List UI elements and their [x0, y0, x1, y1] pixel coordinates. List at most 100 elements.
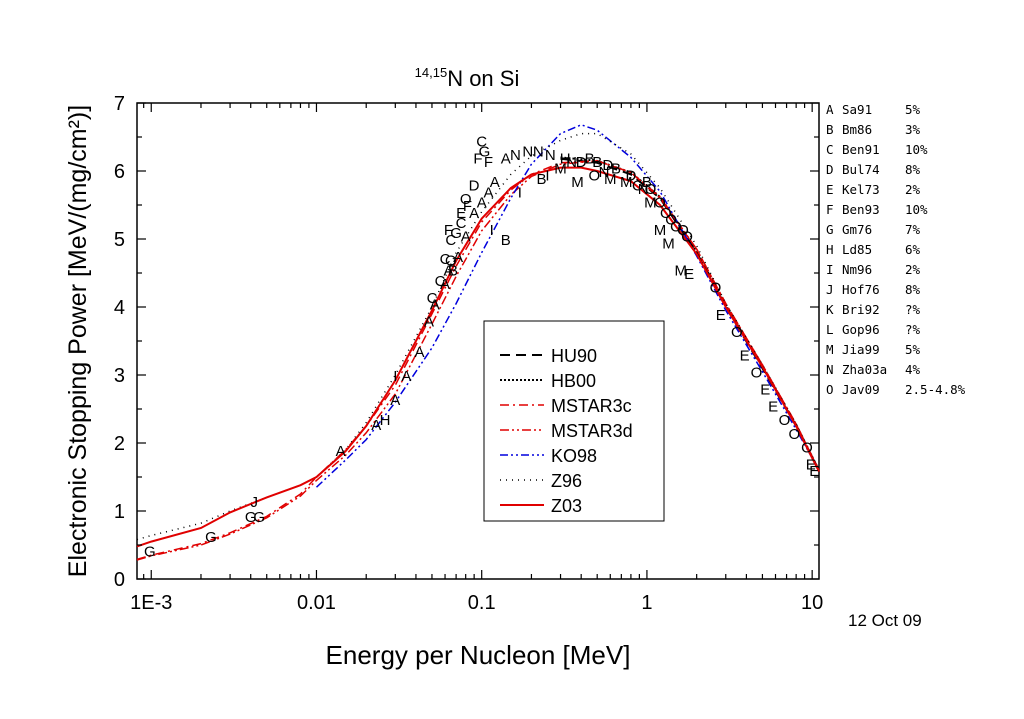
data-point-marker: B	[642, 174, 652, 191]
reference-uncertainty: 2.5-4.8%	[905, 382, 966, 397]
data-point-marker: B	[448, 263, 458, 280]
data-point-marker: N	[638, 181, 649, 198]
reference-uncertainty: 4%	[905, 362, 921, 377]
series-layer	[136, 123, 820, 561]
reference-key-entry: A Sa91 5%	[826, 102, 921, 117]
data-point-marker: D	[625, 167, 636, 184]
data-point-marker: D	[469, 178, 480, 195]
data-point-marker: M	[654, 222, 667, 239]
reference-key-entry: O Jav09 2.5-4.8%	[826, 382, 966, 397]
y-axis-label: Electronic Stopping Power [MeV/(mg/cm²)]	[64, 105, 92, 577]
reference-key: A Sa91 5% B Bm86 3% C Ben91 10% D Bul74 8% E Kel73 2% F…	[826, 102, 966, 397]
reference-uncertainty: 5%	[905, 102, 921, 117]
reference-key-entry: J Hof76 8%	[826, 282, 921, 297]
reference-uncertainty: 5%	[905, 342, 921, 357]
data-point-marker: E	[760, 382, 770, 399]
data-point-marker: E	[740, 348, 750, 365]
data-point-marker: G	[144, 543, 156, 560]
reference-key-entry: K Bri92?%	[826, 302, 921, 317]
reference-code: C	[826, 142, 834, 157]
data-point-marker: M	[674, 263, 687, 280]
reference-uncertainty: ?%	[905, 302, 921, 317]
reference-key-entry: C Ben91 10%	[826, 142, 928, 157]
reference-uncertainty: ?%	[905, 322, 921, 337]
data-point-marker: O	[665, 212, 677, 229]
reference-key-entry: M Jia99 5%	[826, 342, 921, 357]
legend-label: HU90	[551, 346, 597, 366]
legend-label: MSTAR3d	[551, 421, 633, 441]
reference-name: Jia99	[842, 342, 880, 357]
data-point-marker: A	[443, 263, 453, 280]
data-point-marker: O	[801, 439, 813, 456]
data-point-marker: M	[620, 174, 633, 191]
data-point-marker: C	[456, 215, 467, 232]
reference-key-entry: N Zha03a 4%	[826, 362, 921, 377]
data-point-marker: A	[490, 174, 500, 191]
data-point-marker: E	[684, 266, 694, 283]
chart-title: 14,15N on Si	[415, 65, 520, 91]
data-point-marker: E	[768, 399, 778, 416]
data-point-marker: O	[660, 205, 672, 222]
legend-box	[483, 320, 665, 522]
data-point-marker: E	[716, 307, 726, 324]
reference-code: B	[826, 122, 834, 137]
data-point-marker: A	[483, 184, 493, 201]
reference-key-entry: H Ld85 6%	[826, 242, 921, 257]
data-point-marker: A	[401, 368, 411, 385]
data-point-marker: O	[654, 195, 666, 212]
reference-code: I	[826, 262, 834, 277]
y-tick-label: 7	[114, 93, 125, 115]
chart-title-main: N on Si	[447, 66, 519, 91]
legend-label: HB00	[551, 371, 596, 391]
reference-key-entry: L Gop96?%	[826, 322, 921, 337]
reference-code: H	[826, 242, 834, 257]
reference-key-entry: D Bul74 8%	[826, 162, 921, 177]
reference-code: D	[826, 162, 834, 177]
data-point-marker: A	[430, 297, 440, 314]
chart-title-superscript: 14,15	[415, 65, 448, 80]
reference-code: J	[826, 282, 834, 297]
y-tick-label: 4	[114, 297, 125, 319]
data-point-marker: A	[371, 417, 381, 434]
data-point-marker: C	[427, 290, 438, 307]
data-point-marker: N	[510, 147, 521, 164]
reference-code: F	[826, 202, 834, 217]
data-point-marker: I	[393, 368, 397, 385]
legend-label: Z96	[551, 471, 582, 491]
x-tick-label: 10	[801, 592, 823, 614]
data-point-marker: A	[336, 443, 346, 460]
data-point-marker: B	[611, 161, 621, 178]
reference-code: K	[826, 302, 834, 317]
data-point-marker: E	[456, 205, 466, 222]
reference-uncertainty: 2%	[905, 182, 921, 197]
data-point-marker: A	[424, 314, 434, 331]
reference-name: Ben93	[842, 202, 880, 217]
data-point-marker: A	[414, 344, 424, 361]
y-axis-ticks: 0 1 2 3 4 5 6 7	[114, 93, 819, 591]
reference-name: Kel73	[842, 182, 880, 197]
data-point-marker: F	[484, 154, 493, 171]
x-tick-label: 1E-3	[130, 592, 172, 614]
data-point-marker: B	[585, 150, 595, 167]
data-point-marker: N	[522, 144, 533, 161]
data-point-marker: A	[453, 249, 463, 266]
data-point-marker: O	[445, 252, 457, 269]
reference-uncertainty: 3%	[905, 122, 921, 137]
data-point-marker: O	[751, 365, 763, 382]
legend: HU90 HB00 MSTAR3c MSTAR3d KO98 Z96 Z03	[483, 320, 665, 522]
series-line-mstar3c	[136, 160, 820, 561]
reference-name: Zha03a	[842, 362, 887, 377]
reference-name: Bri92	[842, 302, 880, 317]
series-line-ko98	[315, 123, 820, 488]
data-point-marker: O	[681, 229, 693, 246]
y-tick-label: 5	[114, 229, 125, 251]
data-point-marker: G	[253, 509, 265, 526]
reference-name: Ld85	[842, 242, 872, 257]
reference-name: Bm86	[842, 122, 872, 137]
data-point-marker: N	[533, 144, 544, 161]
reference-uncertainty: 10%	[905, 202, 928, 217]
data-point-marker: F	[444, 222, 453, 239]
x-axis-label: Energy per Nucleon [MeV]	[326, 640, 631, 670]
